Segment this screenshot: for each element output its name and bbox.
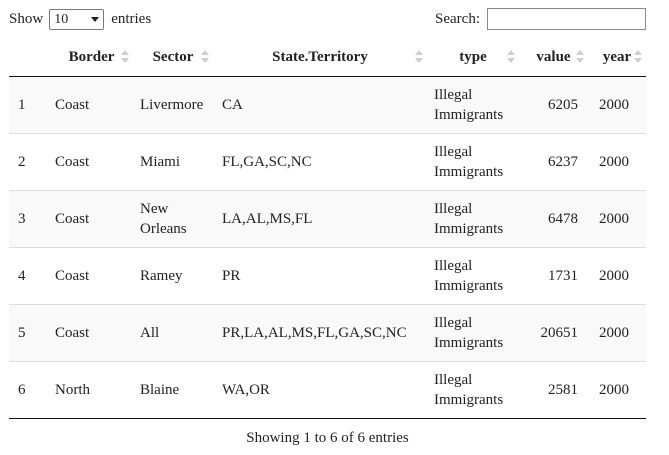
page-length-value: 10 [54, 12, 69, 27]
entries-label: entries [111, 11, 152, 27]
column-header-sector[interactable]: Sector [133, 38, 213, 77]
sort-icon [634, 50, 642, 64]
header-row: Border Sector State.Territory type value… [9, 38, 646, 77]
cell-year: 2000 [588, 133, 646, 191]
cell-year: 2000 [588, 190, 646, 248]
column-header-year[interactable]: year [588, 38, 646, 77]
cell-border: North [50, 361, 133, 419]
column-header-label: year [602, 48, 632, 65]
data-table: Border Sector State.Territory type value… [9, 38, 646, 419]
cell-value: 2581 [519, 361, 588, 419]
cell-value: 1731 [519, 247, 588, 305]
table-row: 2 Coast Miami FL,GA,SC,NC Illegal Immigr… [9, 133, 646, 191]
cell-year: 2000 [588, 76, 646, 134]
cell-type: Illegal Immigrants [427, 361, 519, 419]
column-header-label: State.Territory [272, 48, 368, 65]
table-row: 5 Coast All PR,LA,AL,MS,FL,GA,SC,NC Ille… [9, 304, 646, 362]
cell-type: Illegal Immigrants [427, 133, 519, 191]
column-header-index[interactable] [9, 38, 50, 77]
cell-state-territory: PR,LA,AL,MS,FL,GA,SC,NC [213, 304, 427, 362]
show-label: Show [9, 11, 44, 27]
cell-type: Illegal Immigrants [427, 304, 519, 362]
cell-sector: Ramey [133, 247, 213, 305]
cell-state-territory: WA,OR [213, 361, 427, 419]
table-row: 3 Coast New Orleans LA,AL,MS,FL Illegal … [9, 190, 646, 248]
page-length-control: Show 10 entries [9, 9, 151, 30]
sort-icon [201, 50, 209, 64]
cell-state-territory: CA [213, 76, 427, 134]
table-controls: Show 10 entries Search: [9, 0, 646, 40]
cell-sector: All [133, 304, 213, 362]
search-control: Search: [435, 8, 646, 30]
cell-value: 20651 [519, 304, 588, 362]
column-header-value[interactable]: value [519, 38, 588, 77]
column-header-label: Border [68, 48, 115, 65]
cell-index: 3 [9, 190, 50, 248]
table-info-status: Showing 1 to 6 of 6 entries [246, 430, 409, 446]
sort-icon [415, 50, 423, 64]
cell-border: Coast [50, 76, 133, 134]
cell-index: 4 [9, 247, 50, 305]
cell-state-territory: FL,GA,SC,NC [213, 133, 427, 191]
cell-state-territory: LA,AL,MS,FL [213, 190, 427, 248]
cell-year: 2000 [588, 304, 646, 362]
sort-icon [121, 50, 129, 64]
cell-sector: New Orleans [133, 190, 213, 248]
cell-value: 6237 [519, 133, 588, 191]
table-row: 1 Coast Livermore CA Illegal Immigrants … [9, 76, 646, 134]
search-input[interactable] [487, 8, 646, 30]
cell-sector: Livermore [133, 76, 213, 134]
cell-type: Illegal Immigrants [427, 247, 519, 305]
sort-icon [576, 50, 584, 64]
cell-border: Coast [50, 133, 133, 191]
cell-index: 1 [9, 76, 50, 134]
cell-year: 2000 [588, 247, 646, 305]
column-header-state-territory[interactable]: State.Territory [213, 38, 427, 77]
cell-state-territory: PR [213, 247, 427, 305]
cell-value: 6478 [519, 190, 588, 248]
cell-index: 2 [9, 133, 50, 191]
cell-index: 5 [9, 304, 50, 362]
search-label: Search: [435, 10, 480, 27]
column-header-label: type [459, 48, 487, 65]
cell-sector: Blaine [133, 361, 213, 419]
cell-type: Illegal Immigrants [427, 76, 519, 134]
column-header-label: Sector [152, 48, 194, 65]
table-row: 6 North Blaine WA,OR Illegal Immigrants … [9, 361, 646, 419]
column-header-type[interactable]: type [427, 38, 519, 77]
cell-value: 6205 [519, 76, 588, 134]
cell-border: Coast [50, 304, 133, 362]
cell-sector: Miami [133, 133, 213, 191]
cell-border: Coast [50, 190, 133, 248]
chevron-down-icon [91, 17, 100, 22]
cell-index: 6 [9, 361, 50, 419]
column-header-label: value [536, 48, 571, 65]
cell-border: Coast [50, 247, 133, 305]
cell-year: 2000 [588, 361, 646, 419]
cell-type: Illegal Immigrants [427, 190, 519, 248]
table-row: 4 Coast Ramey PR Illegal Immigrants 1731… [9, 247, 646, 305]
sort-icon [507, 50, 515, 64]
page-length-select[interactable]: 10 [49, 9, 105, 30]
column-header-border[interactable]: Border [50, 38, 133, 77]
